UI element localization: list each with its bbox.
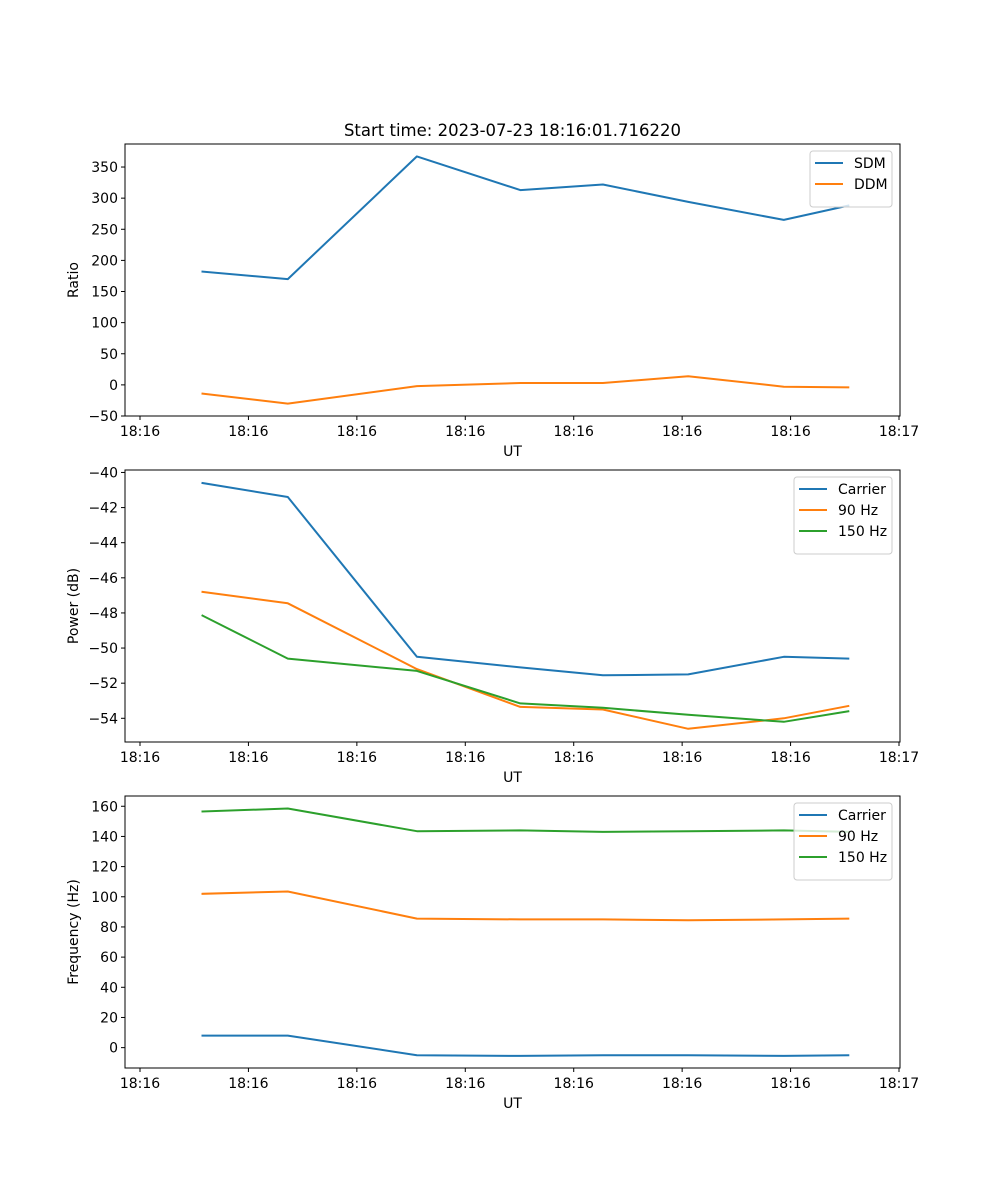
- x-tick-label: 18:16: [770, 1076, 810, 1092]
- y-tick-label: −44: [88, 536, 118, 552]
- legend-label: Carrier: [838, 808, 886, 824]
- x-tick-label: 18:16: [120, 750, 160, 766]
- series-line-150-hz: [201, 807, 850, 833]
- x-tick-label: 18:16: [228, 424, 268, 440]
- chart-panel-2: −54 −52 −50 −48 −46 −44 −42 −40 18:16 18:16 18:16 1…: [66, 465, 919, 786]
- x-tick-label: 18:16: [662, 750, 702, 766]
- y-tick-label: 120: [91, 860, 118, 876]
- x-tick-label: 18:16: [662, 1076, 702, 1092]
- axes-frame: [124, 143, 901, 417]
- chart-panel-3: 0 20 40 60 80 100 120 140 160 18:16 18:16 18:16 18:1…: [66, 795, 919, 1112]
- axes-frame: [124, 795, 901, 1069]
- y-tick-label: −48: [88, 606, 118, 622]
- legend-box: [793, 476, 893, 555]
- x-tick-label: 18:16: [228, 1076, 268, 1092]
- series-line-carrier: [201, 481, 850, 677]
- legend-label: DDM: [854, 177, 888, 193]
- figure-title: Start time: 2023-07-23 18:16:01.716220: [344, 121, 681, 140]
- x-tick-label: 18:16: [445, 424, 485, 440]
- x-tick-label: 18:16: [770, 750, 810, 766]
- legend: SDM DDM: [809, 150, 893, 208]
- series-line-ddm: [201, 375, 850, 405]
- x-tick-label: 18:16: [662, 424, 702, 440]
- x-tick-label: 18:17: [879, 424, 919, 440]
- x-tick-label: 18:16: [228, 750, 268, 766]
- y-tick-label: −46: [88, 571, 118, 587]
- legend-box: [793, 802, 893, 881]
- x-tick-label: 18:16: [554, 750, 594, 766]
- x-tick-label: 18:16: [120, 424, 160, 440]
- axes-frame: [124, 469, 901, 743]
- y-tick-label: 60: [100, 950, 118, 966]
- y-tick-label: 40: [100, 980, 118, 996]
- x-tick-label: 18:17: [879, 1076, 919, 1092]
- y-tick-label: 250: [91, 222, 118, 238]
- legend: Carrier 90 Hz 150 Hz: [793, 802, 893, 881]
- x-tick-label: 18:16: [337, 750, 377, 766]
- y-axis-label: Ratio: [66, 262, 82, 298]
- y-tick-label: 150: [91, 285, 118, 301]
- y-tick-label: −54: [88, 711, 118, 727]
- series-line-sdm: [201, 155, 850, 281]
- y-axis-label: Power (dB): [66, 568, 82, 644]
- x-axis-label: UT: [503, 1096, 522, 1112]
- series-line-90-hz: [201, 890, 850, 922]
- legend-label: Carrier: [838, 482, 886, 498]
- x-tick-label: 18:16: [554, 424, 594, 440]
- y-tick-label: 350: [91, 160, 118, 176]
- y-tick-label: −52: [88, 676, 118, 692]
- x-tick-label: 18:17: [879, 750, 919, 766]
- legend-label: 150 Hz: [838, 524, 887, 540]
- legend-label: 150 Hz: [838, 850, 887, 866]
- y-tick-label: 0: [109, 378, 118, 394]
- x-tick-label: 18:16: [120, 1076, 160, 1092]
- y-tick-label: −50: [88, 641, 118, 657]
- y-tick-label: 0: [109, 1041, 118, 1057]
- legend-label: SDM: [854, 156, 886, 172]
- legend: Carrier 90 Hz 150 Hz: [793, 476, 893, 555]
- y-tick-label: −40: [88, 465, 118, 481]
- legend-box: [809, 150, 893, 208]
- x-axis-label: UT: [503, 770, 522, 786]
- legend-label: 90 Hz: [838, 829, 878, 845]
- y-tick-label: −42: [88, 501, 118, 517]
- y-tick-label: 200: [91, 253, 118, 269]
- legend-label: 90 Hz: [838, 503, 878, 519]
- y-tick-label: 300: [91, 191, 118, 207]
- y-tick-label: 80: [100, 920, 118, 936]
- y-tick-label: 50: [100, 347, 118, 363]
- x-tick-label: 18:16: [337, 424, 377, 440]
- x-axis-label: UT: [503, 444, 522, 460]
- x-tick-label: 18:16: [554, 1076, 594, 1092]
- x-tick-label: 18:16: [445, 1076, 485, 1092]
- y-tick-label: 160: [91, 799, 118, 815]
- y-tick-label: 20: [100, 1010, 118, 1026]
- chart-panel-1: −50 0 50 100 150 200 250 300 350 18:16 18:16 18:16 1…: [66, 143, 919, 460]
- x-tick-label: 18:16: [337, 1076, 377, 1092]
- y-tick-label: 100: [91, 890, 118, 906]
- y-axis-label: Frequency (Hz): [66, 879, 82, 985]
- y-tick-label: 140: [91, 829, 118, 845]
- series-line-150-hz: [201, 614, 850, 723]
- series-line-carrier: [201, 1034, 850, 1057]
- x-tick-label: 18:16: [445, 750, 485, 766]
- y-tick-label: 100: [91, 316, 118, 332]
- x-tick-label: 18:16: [770, 424, 810, 440]
- y-tick-label: −50: [88, 409, 118, 425]
